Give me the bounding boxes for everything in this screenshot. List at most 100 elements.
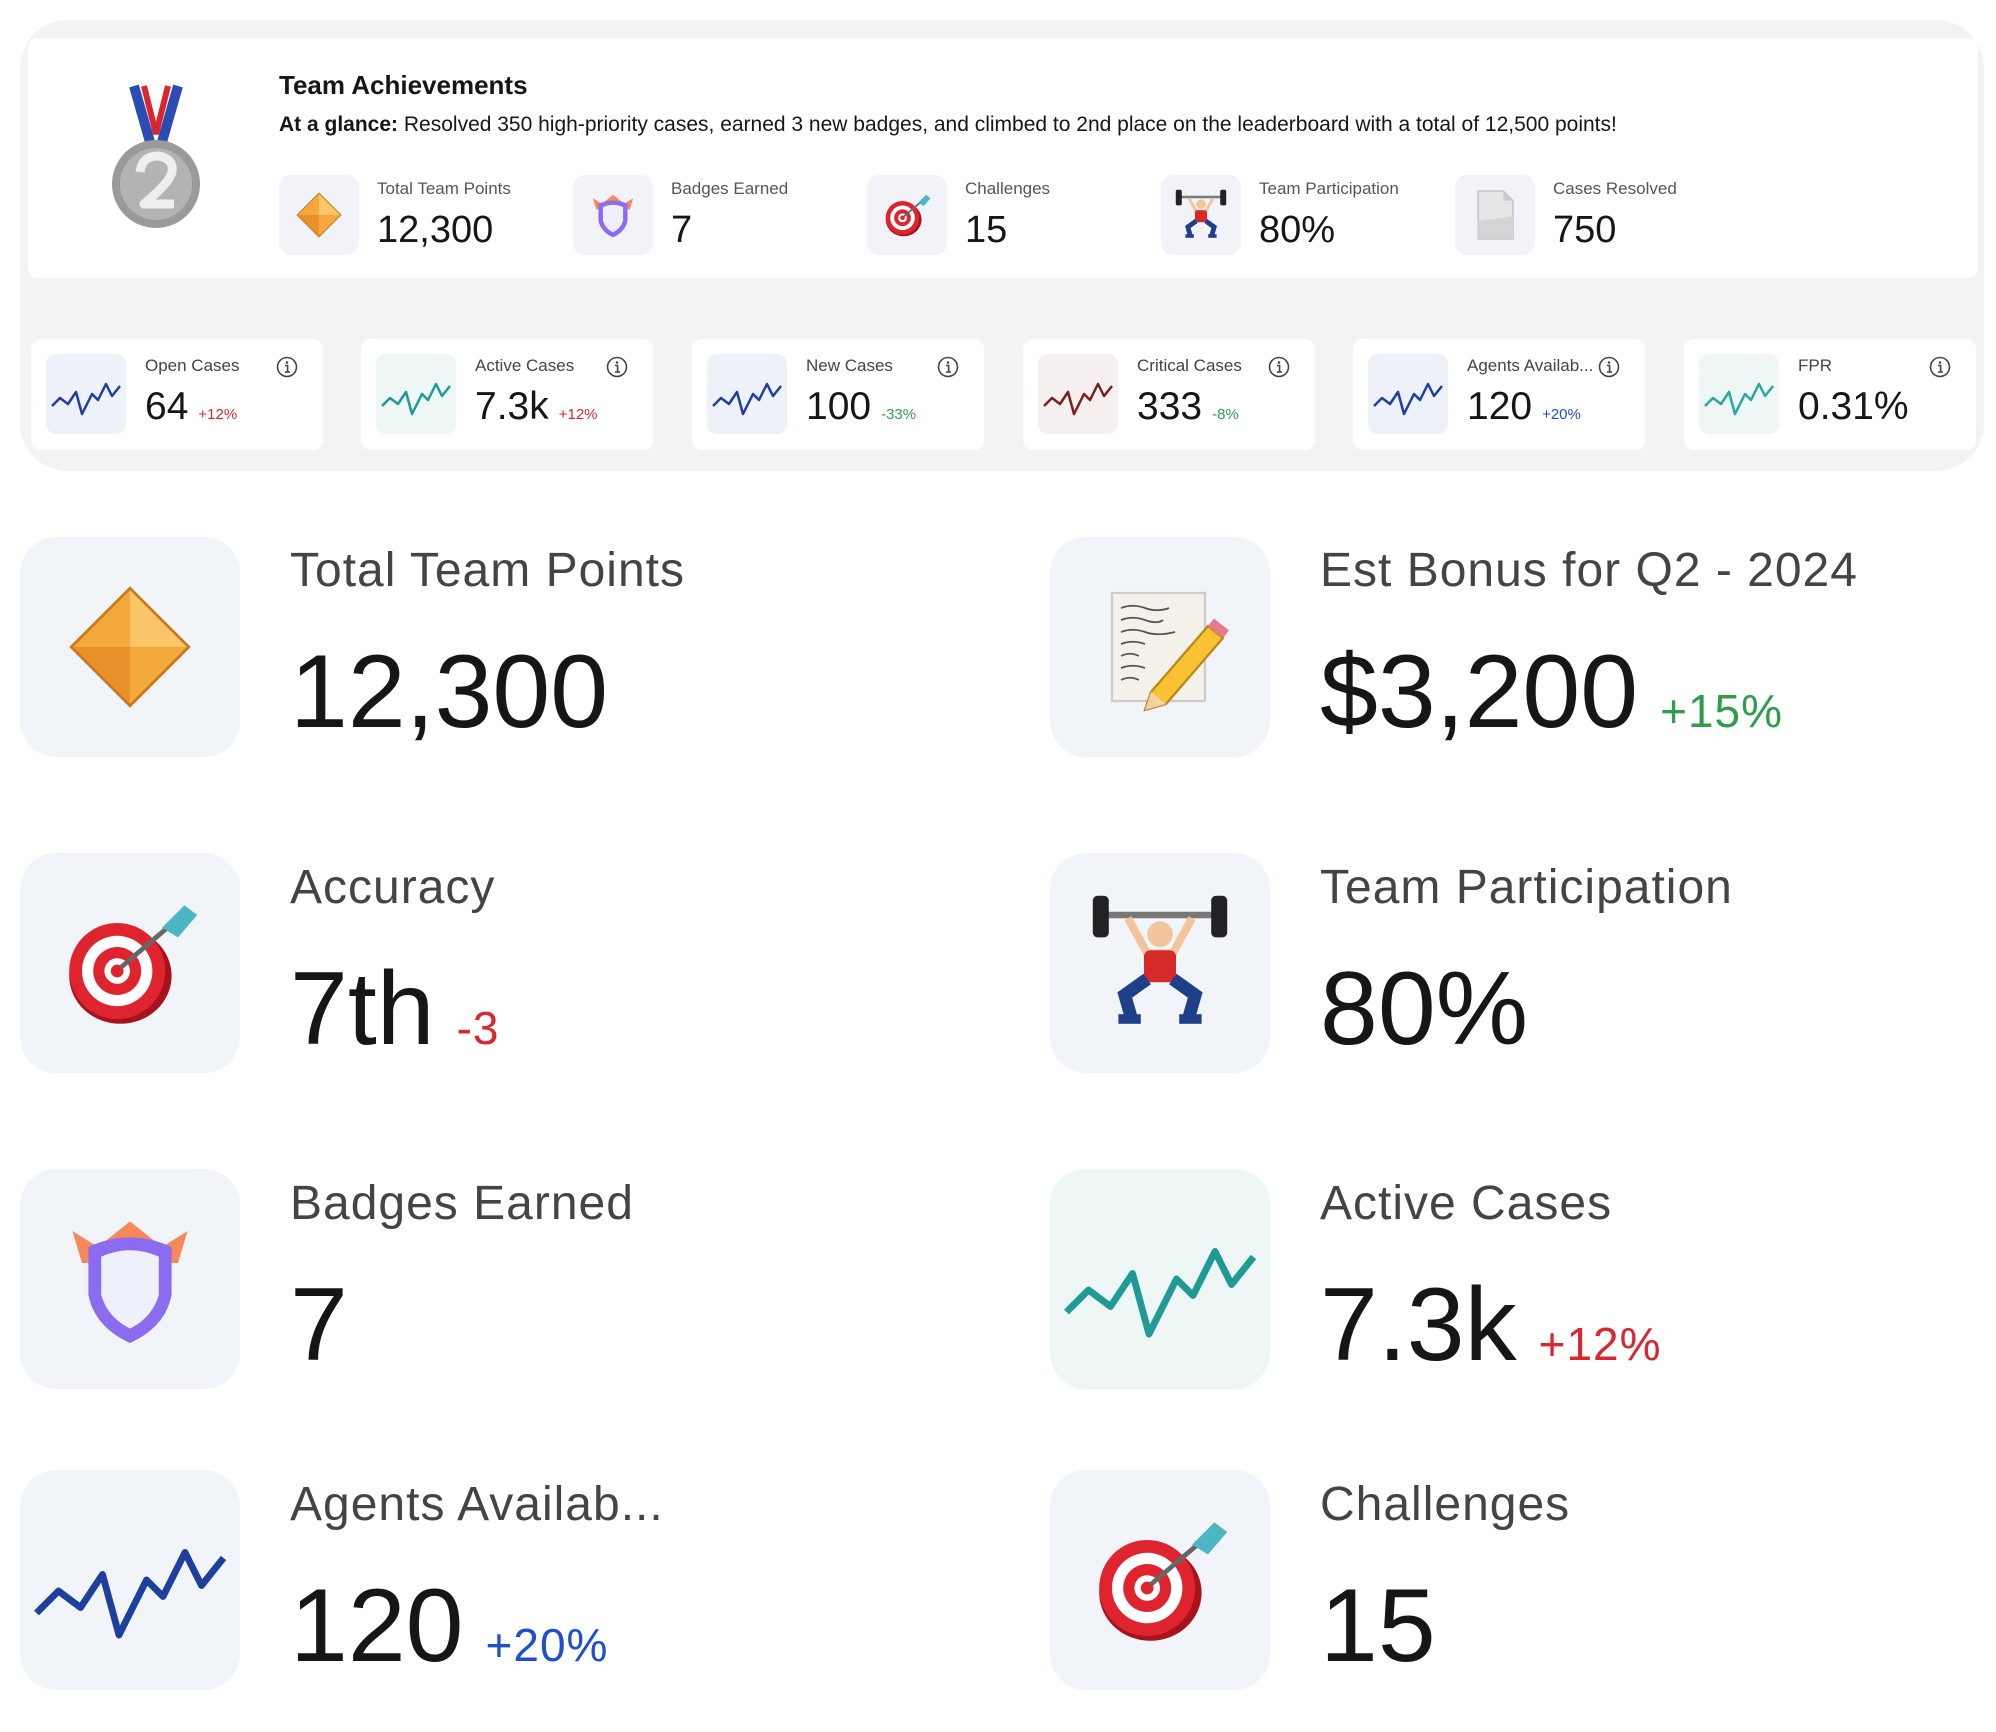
kpi-number: 100: [806, 385, 872, 428]
kpi-change: -8%: [1212, 406, 1239, 423]
tile-change: +15%: [1660, 685, 1784, 737]
shield-icon: [592, 194, 634, 238]
kpi-change: -33%: [881, 406, 917, 423]
summary-icon: [573, 175, 653, 255]
tile-number: 15: [1320, 1568, 1436, 1684]
summary-value: 12,300: [377, 209, 494, 251]
summary-value: 750: [1553, 209, 1617, 251]
summary-value: 7: [671, 209, 693, 251]
target-icon: [1050, 1470, 1270, 1690]
summary-item: Challenges 15: [867, 175, 1157, 257]
kpi-card: FPR 0.31%: [1684, 339, 1976, 450]
tile-value: $3,200 +15%: [1320, 640, 1783, 744]
tile-value: 15: [1320, 1574, 1436, 1678]
kpi-label: Active Cases: [475, 356, 575, 375]
kpi-number: 0.31%: [1798, 385, 1909, 428]
kpi-label: Agents Availab...: [1467, 356, 1594, 375]
tile-icon: [20, 1169, 240, 1389]
kpi-value: 64 +12%: [145, 385, 237, 429]
tile-value: 7th -3: [290, 957, 499, 1061]
tile-label: Est Bonus for Q2 - 2024: [1320, 544, 1858, 597]
tile-value: 7: [290, 1273, 348, 1377]
sparkline: [1699, 354, 1779, 434]
summary-icon: [867, 175, 947, 255]
lifter-icon: [1161, 175, 1241, 255]
info-icon[interactable]: [1267, 355, 1291, 379]
kpi-number: 64: [145, 385, 189, 428]
tile-icon: [1050, 537, 1270, 757]
summary-value: 15: [965, 209, 1008, 251]
tile-number: 7th: [290, 951, 435, 1067]
kpi-change: +12%: [558, 406, 598, 423]
summary-label: Total Team Points: [377, 179, 511, 198]
tile-label: Agents Availab...: [290, 1478, 664, 1531]
tile-value: 120 +20%: [290, 1574, 608, 1678]
target-icon: [20, 853, 240, 1073]
kpi-label: FPR: [1798, 356, 1832, 375]
notepad-icon: [1110, 591, 1231, 712]
summary-label: Cases Resolved: [1553, 179, 1677, 198]
sparkline: [1038, 354, 1118, 434]
kpi-label: Open Cases: [145, 356, 240, 375]
summary-item: Badges Earned 7: [573, 175, 863, 257]
kpi-value: 7.3k +12%: [475, 385, 598, 429]
summary-icon: [1455, 175, 1535, 255]
info-icon[interactable]: [936, 355, 960, 379]
tile-icon: [1050, 1169, 1270, 1389]
summary-item: Team Participation 80%: [1161, 175, 1451, 257]
kpi-value: 333 -8%: [1137, 385, 1239, 429]
info-icon[interactable]: [1928, 355, 1952, 379]
info-icon[interactable]: [1597, 355, 1621, 379]
tile-change: +12%: [1538, 1318, 1662, 1370]
diamond-icon: [296, 192, 342, 238]
tile-number: 80%: [1320, 951, 1529, 1067]
medal-icon: [112, 84, 200, 228]
glance: At a glance: Resolved 350 high-priority …: [279, 113, 1617, 137]
shield-icon: [72, 1221, 188, 1343]
tile-icon: [20, 537, 240, 757]
tile-number: 120: [290, 1568, 464, 1684]
tile-icon: [1050, 853, 1270, 1073]
info-icon[interactable]: [605, 355, 629, 379]
tile-icon: [20, 853, 240, 1073]
sparkline: [376, 354, 456, 434]
kpi-card: Open Cases 64 +12%: [31, 339, 323, 450]
kpi-label: New Cases: [806, 356, 893, 375]
summary-icon: [1161, 175, 1241, 255]
summary-value: 80%: [1259, 209, 1336, 251]
title: Team Achievements: [279, 70, 528, 100]
kpi-value: 120 +20%: [1467, 385, 1581, 429]
sparkline: [1050, 1169, 1270, 1389]
summary-item: Cases Resolved 750: [1455, 175, 1745, 257]
summary-label: Team Participation: [1259, 179, 1399, 198]
tile-change: +20%: [485, 1619, 609, 1671]
target-icon: [884, 193, 932, 238]
kpi-change: +12%: [198, 406, 238, 423]
summary-icon: [279, 175, 359, 255]
tile-number: 12,300: [290, 634, 609, 750]
summary-label: Challenges: [965, 179, 1051, 198]
tile-icon: [20, 1470, 240, 1690]
lifter-icon: [1050, 853, 1270, 1073]
info-icon[interactable]: [275, 355, 299, 379]
tile-label: Total Team Points: [290, 544, 685, 597]
glance-label: At a glance:: [279, 113, 399, 136]
kpi-change: +20%: [1542, 406, 1581, 423]
tile-change: -3: [456, 1002, 500, 1054]
glance-text: Resolved 350 high-priority cases, earned…: [403, 113, 1617, 136]
kpi-card: Active Cases 7.3k +12%: [361, 339, 653, 450]
tile-label: Badges Earned: [290, 1177, 634, 1230]
sparkline: [20, 1470, 240, 1690]
sparkline: [1368, 354, 1448, 434]
sparkline: [46, 354, 126, 434]
tile-number: 7.3k: [1320, 1267, 1517, 1383]
tile-icon: [1050, 1470, 1270, 1690]
kpi-value: 100 -33%: [806, 385, 916, 429]
sparkline: [707, 354, 787, 434]
kpi-number: 7.3k: [475, 385, 549, 428]
document-icon: [1477, 190, 1514, 240]
tile-value: 12,300: [290, 640, 608, 744]
summary-label: Badges Earned: [671, 179, 789, 198]
